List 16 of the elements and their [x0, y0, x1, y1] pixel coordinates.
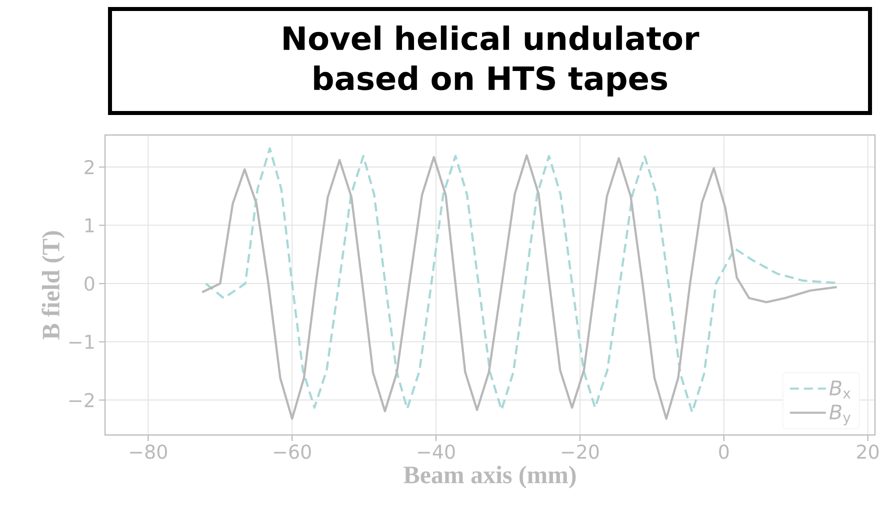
legend-label: B$_{y}$ — [829, 404, 850, 426]
x-tick-label: 0 — [719, 444, 729, 459]
x-tick-label: −20 — [562, 444, 599, 459]
x-axis-title: Beam axis (mm) — [404, 466, 576, 488]
y-tick-label: 1 — [85, 218, 94, 232]
text: Novel helical undulator based on HTS tapes — [284, 26, 700, 96]
x-tick-label: 20 — [857, 444, 879, 459]
x-tick-label: −80 — [130, 444, 167, 459]
y-tick-label: −1 — [69, 334, 94, 349]
y-axis-title: B field (T) — [42, 231, 65, 340]
y-tick-label: −2 — [69, 393, 94, 408]
x-tick-label: −40 — [418, 444, 455, 459]
x-tick-label: −60 — [274, 444, 311, 459]
y-tick-label: 2 — [84, 160, 94, 174]
y-tick-label: 0 — [84, 276, 94, 291]
legend-label: B$_{x}$ — [829, 380, 850, 398]
